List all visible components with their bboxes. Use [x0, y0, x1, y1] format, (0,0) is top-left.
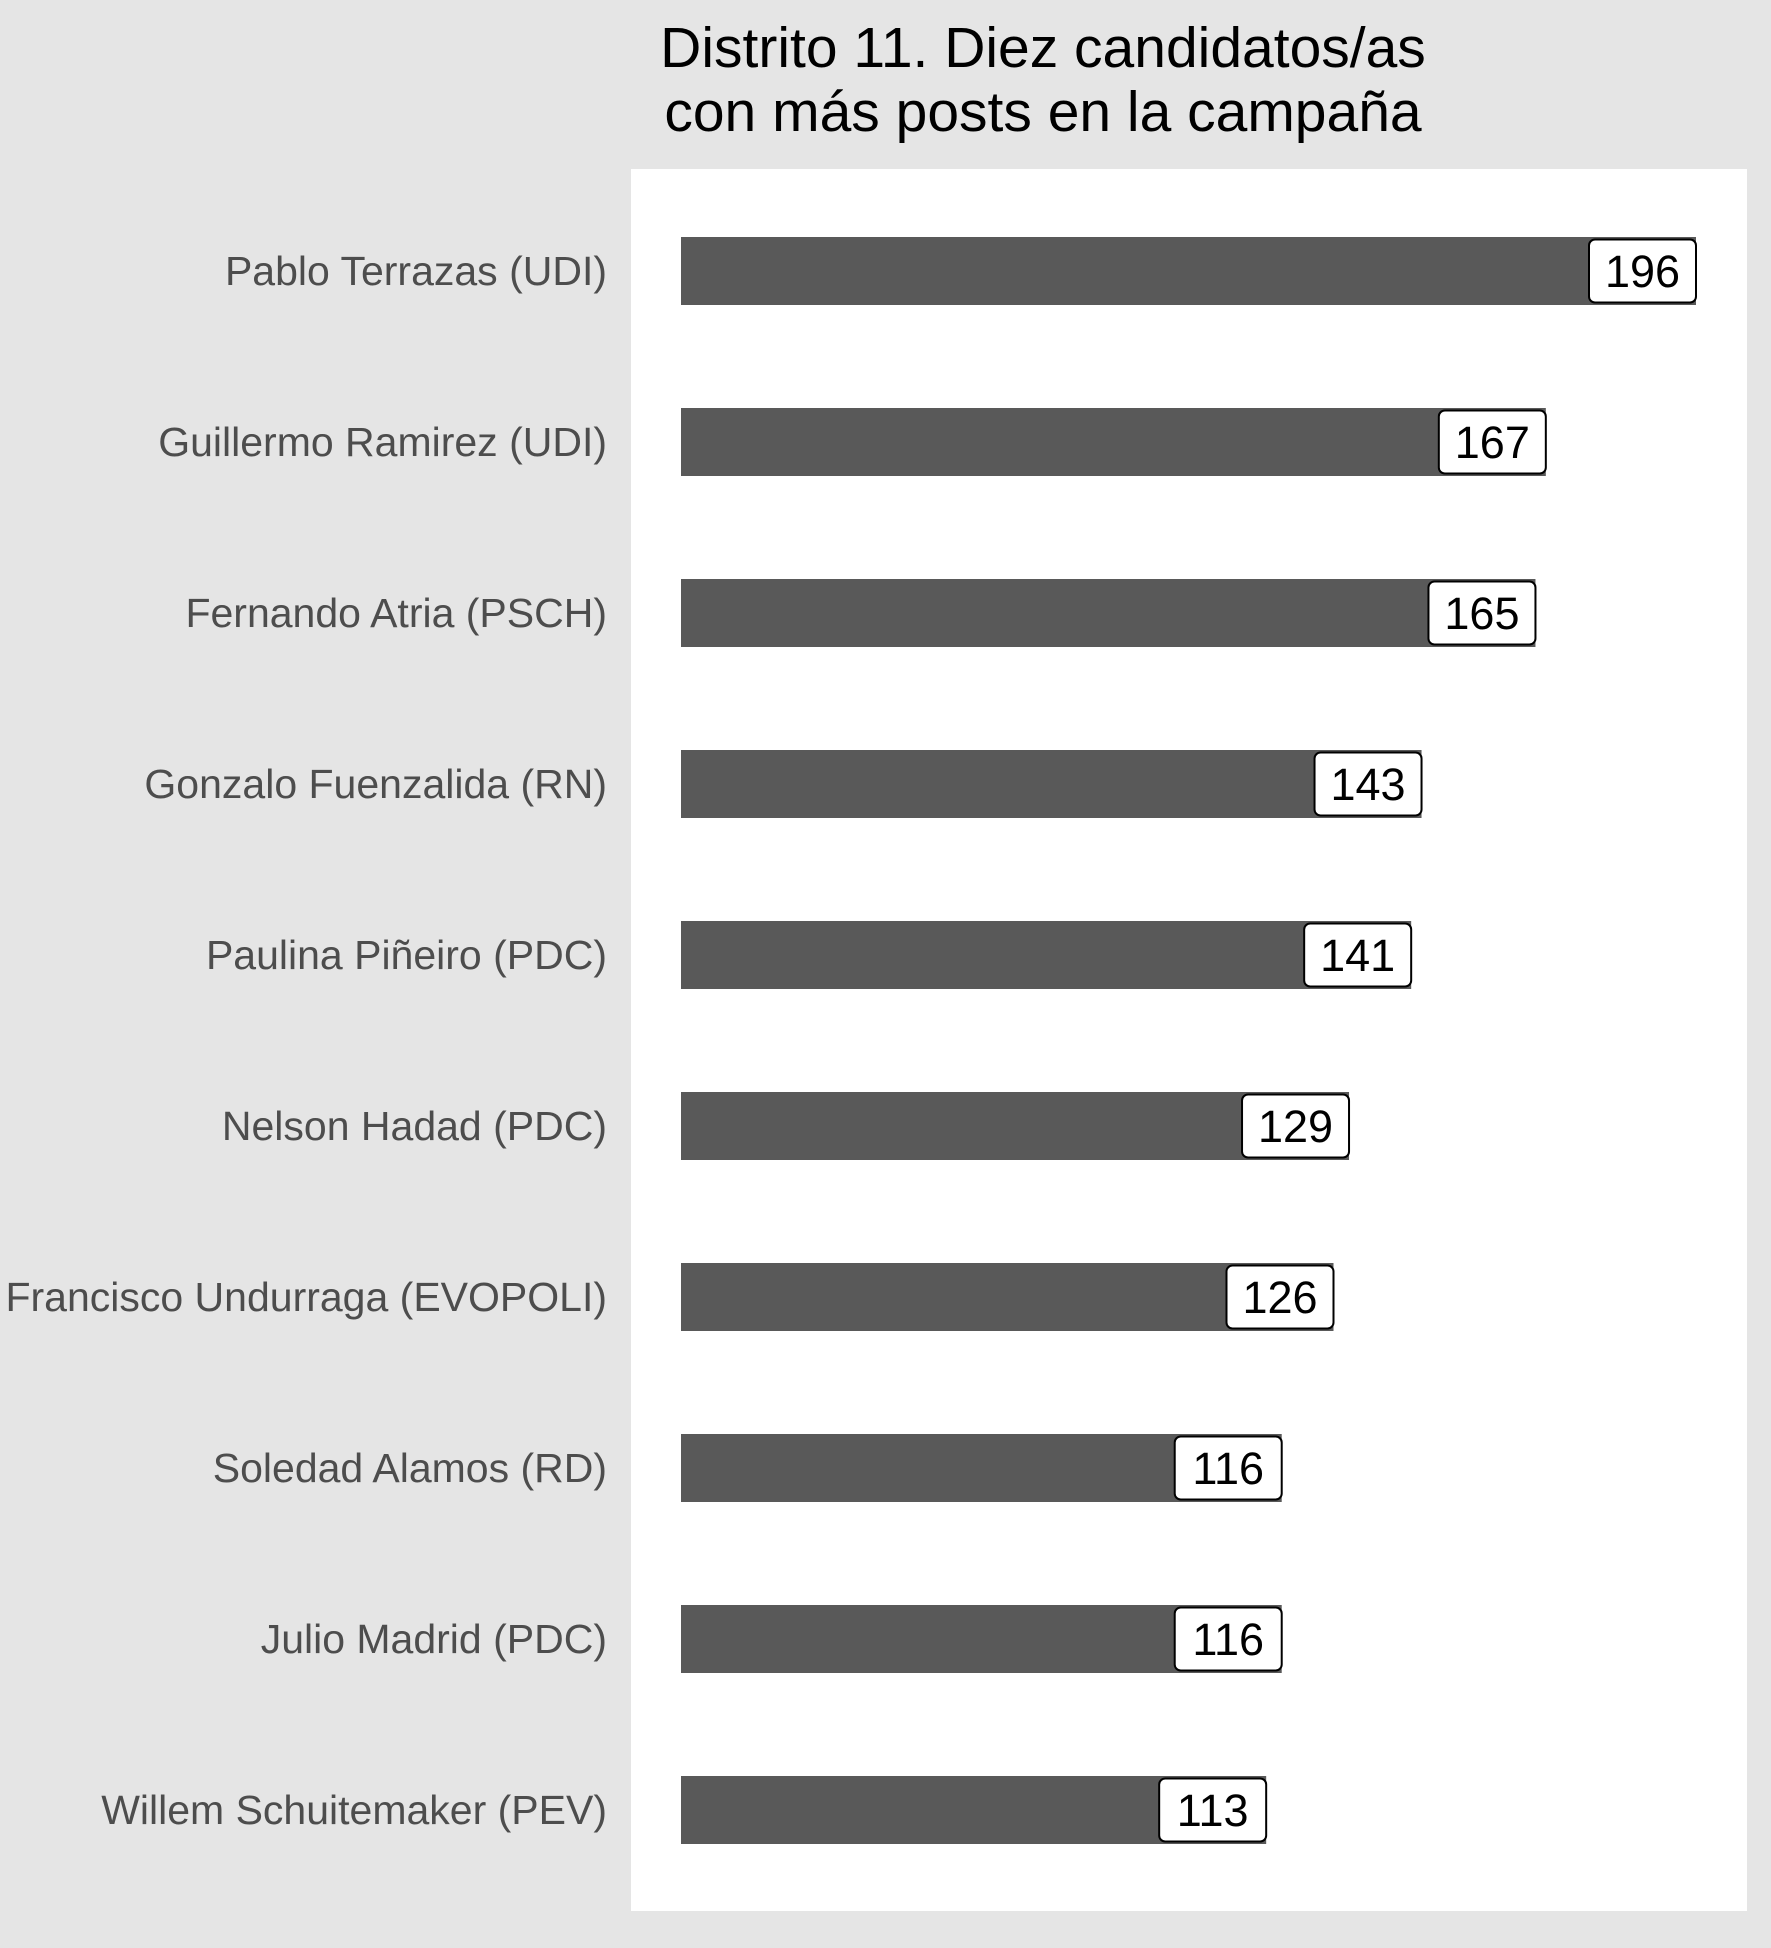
- value-label-box: [1588, 238, 1697, 304]
- value-label-box: [1158, 1777, 1268, 1843]
- category-label: Gonzalo Fuenzalida (RN): [144, 761, 607, 807]
- category-label: Nelson Hadad (PDC): [222, 1103, 607, 1149]
- value-label: 143: [1330, 759, 1405, 810]
- category-label: Guillermo Ramirez (UDI): [158, 419, 607, 465]
- value-label: 126: [1242, 1272, 1317, 1323]
- value-label: 116: [1192, 1443, 1264, 1494]
- value-labels: 196 167 165 143 141 129 126 116 116 113: [1158, 238, 1697, 1843]
- bar: [681, 750, 1422, 818]
- value-label-box: [1173, 1606, 1283, 1672]
- value-label-box: [1427, 580, 1537, 646]
- value-label-box: [1173, 1435, 1283, 1501]
- category-label: Pablo Terrazas (UDI): [225, 248, 607, 294]
- value-label: 196: [1605, 246, 1680, 297]
- category-label: Willem Schuitemaker (PEV): [101, 1787, 607, 1833]
- bar: [681, 1092, 1350, 1160]
- value-label: 141: [1320, 930, 1395, 981]
- value-label: 167: [1455, 417, 1530, 468]
- bar-series: [681, 237, 1696, 1844]
- category-label: Soledad Alamos (RD): [213, 1445, 607, 1491]
- category-label: Francisco Undurraga (EVOPOLI): [5, 1274, 607, 1320]
- bar: [681, 408, 1546, 476]
- value-label-box: [1241, 1093, 1351, 1159]
- chart-title: Distrito 11. Diez candidatos/as con más p…: [660, 16, 1426, 144]
- bar: [681, 579, 1536, 647]
- value-label-box: [1225, 1264, 1335, 1330]
- value-label-box: [1437, 409, 1547, 475]
- value-label: 129: [1258, 1101, 1333, 1152]
- value-label: 113: [1177, 1785, 1249, 1836]
- category-axis-labels: Pablo Terrazas (UDI) Guillermo Ramirez (U…: [5, 248, 607, 1833]
- bar: [681, 1263, 1334, 1331]
- value-label: 116: [1192, 1614, 1264, 1665]
- category-label: Fernando Atria (PSCH): [185, 590, 607, 636]
- value-label-box: [1303, 922, 1413, 988]
- value-label: 165: [1444, 588, 1519, 639]
- bar: [681, 237, 1696, 305]
- category-label: Julio Madrid (PDC): [261, 1616, 607, 1662]
- value-label-box: [1313, 751, 1423, 817]
- chart-title-line: Distrito 11. Diez candidatos/as: [660, 16, 1426, 80]
- bar: [681, 921, 1412, 989]
- category-label: Paulina Piñeiro (PDC): [206, 932, 607, 978]
- chart-title-line: con más posts en la campaña: [664, 80, 1422, 144]
